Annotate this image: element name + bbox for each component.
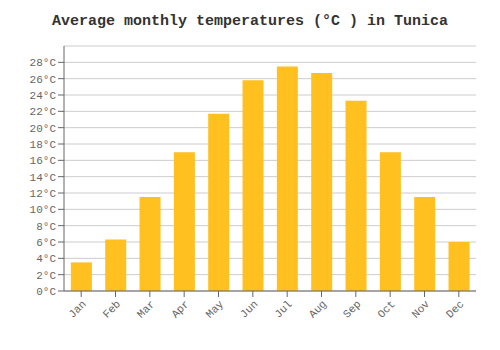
svg-text:Nov: Nov <box>410 298 433 321</box>
svg-text:6°C: 6°C <box>36 237 56 249</box>
svg-text:8°C: 8°C <box>36 221 56 233</box>
svg-text:0°C: 0°C <box>36 286 56 298</box>
svg-text:Jun: Jun <box>238 298 260 320</box>
html-text:Average monthly temperatures (: Average monthly temperatures (°C ) in Tu… <box>52 13 448 30</box>
svg-text:22°C: 22°C <box>30 106 57 118</box>
svg-text:24°C: 24°C <box>30 90 57 102</box>
svg-text:16°C: 16°C <box>30 155 57 167</box>
svg-text:20°C: 20°C <box>30 123 57 135</box>
svg-text:10°C: 10°C <box>30 204 57 216</box>
svg-text:28°C: 28°C <box>30 57 57 69</box>
svg-text:4°C: 4°C <box>36 253 56 265</box>
svg-text:Sep: Sep <box>341 298 363 320</box>
svg-text:Apr: Apr <box>169 298 191 320</box>
svg-text:Jan: Jan <box>66 298 88 320</box>
svg-text:26°C: 26°C <box>30 74 57 86</box>
svg-text:12°C: 12°C <box>30 188 57 200</box>
svg-text:Aug: Aug <box>307 298 329 320</box>
svg-text:2°C: 2°C <box>36 270 56 282</box>
svg-text:Feb: Feb <box>101 298 123 320</box>
svg-text:18°C: 18°C <box>30 139 57 151</box>
svg-text:Mar: Mar <box>135 298 157 320</box>
svg-text:Dec: Dec <box>444 298 466 320</box>
svg-text:Jul: Jul <box>272 298 294 320</box>
svg-text:Oct: Oct <box>375 298 397 320</box>
svg-text:May: May <box>204 298 227 321</box>
svg-text:14°C: 14°C <box>30 172 57 184</box>
